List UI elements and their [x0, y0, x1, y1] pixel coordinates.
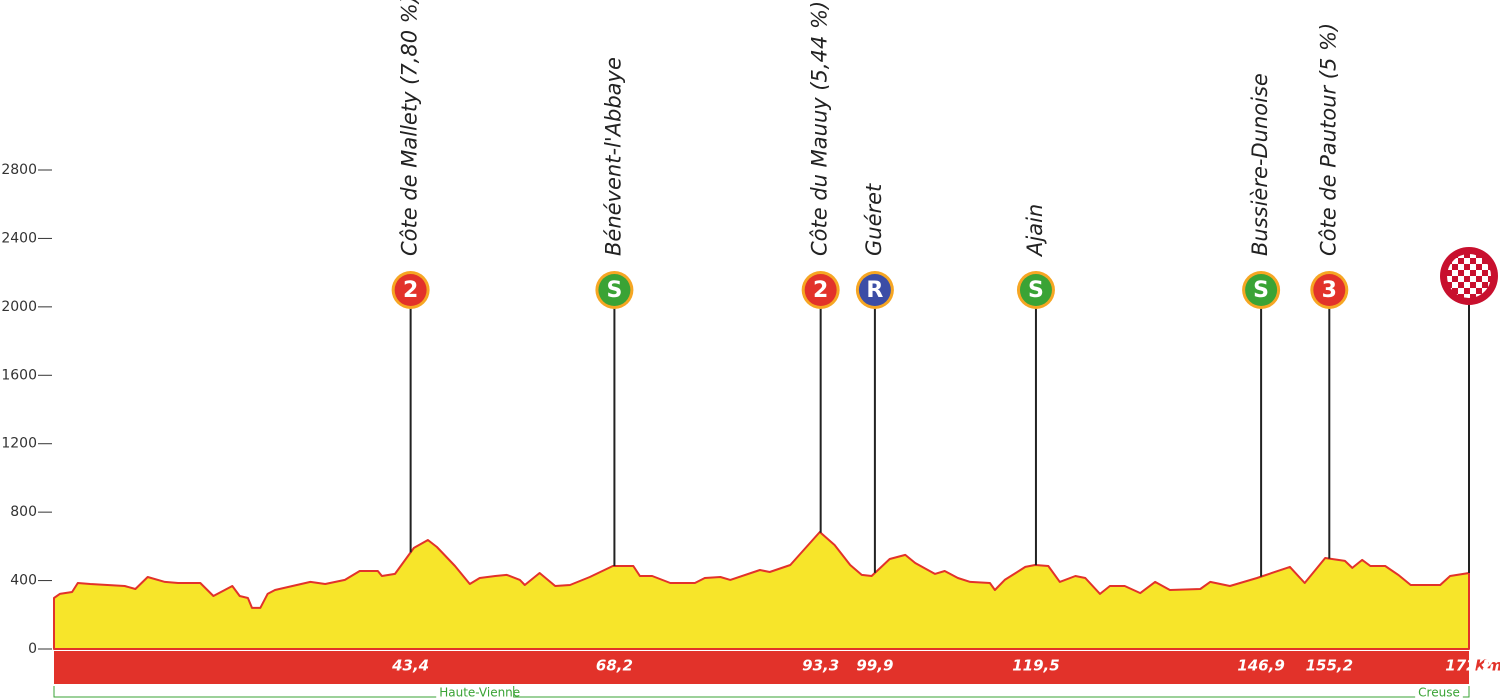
- badge-label: S: [1028, 278, 1044, 303]
- y-tick-label: 2400: [1, 230, 37, 246]
- km-label: 99,9: [856, 657, 893, 675]
- marker-name: Côte du Mauuy (5,44 %): [808, 1, 832, 256]
- x-unit: Km: [1475, 657, 1500, 675]
- badge: [804, 274, 837, 306]
- marker-name: Guéret: [862, 183, 886, 256]
- km-label: 68,2: [596, 657, 633, 675]
- badge-label: 2: [813, 278, 828, 303]
- region-label: Haute-Vienne: [439, 686, 520, 699]
- y-tick-label: 1200: [1, 436, 37, 452]
- region-label: Creuse: [1418, 686, 1460, 699]
- y-tick-label: 1600: [1, 367, 37, 383]
- y-tick-label: 2000: [1, 299, 37, 315]
- elevation-area: [53, 531, 1470, 650]
- marker-name: Côte de Mallety (7,80 %): [398, 0, 422, 256]
- region-label-bg: [1415, 685, 1463, 699]
- badge-label: 3: [1322, 278, 1337, 303]
- badge: [1019, 274, 1052, 306]
- badge: [598, 274, 631, 306]
- marker-name: Ajain: [1023, 204, 1047, 258]
- km-label: 93,3: [802, 657, 839, 675]
- km-band: [54, 651, 1469, 684]
- badge-label: S: [606, 278, 622, 303]
- badge-label: S: [1253, 278, 1269, 303]
- badge: [1245, 274, 1278, 306]
- badge-label: R: [866, 278, 883, 303]
- marker-name: Bénévent-l'Abbaye: [601, 57, 625, 256]
- km-label: 119,5: [1012, 657, 1059, 675]
- y-tick-label: 800: [10, 504, 37, 520]
- badge-label: 2: [403, 278, 418, 303]
- badge: [858, 274, 891, 306]
- region-bracket: [513, 686, 1470, 698]
- finish-flag: [1447, 254, 1491, 298]
- badge: [394, 274, 427, 306]
- region-label-bg: [436, 685, 524, 699]
- km-label: 155,2: [1306, 657, 1353, 675]
- marker-name: Bussière-Dunoise: [1248, 73, 1272, 256]
- y-tick-label: 2800: [1, 162, 37, 178]
- marker-name: Côte de Pautour (5 %): [1316, 23, 1340, 256]
- km-label: 172,2: [1445, 657, 1492, 675]
- km-label: 43,4: [391, 657, 429, 675]
- y-tick-label: 0: [28, 641, 37, 657]
- badge: [1313, 274, 1346, 306]
- y-tick-label: 400: [10, 573, 37, 589]
- km-label: 146,9: [1237, 657, 1284, 675]
